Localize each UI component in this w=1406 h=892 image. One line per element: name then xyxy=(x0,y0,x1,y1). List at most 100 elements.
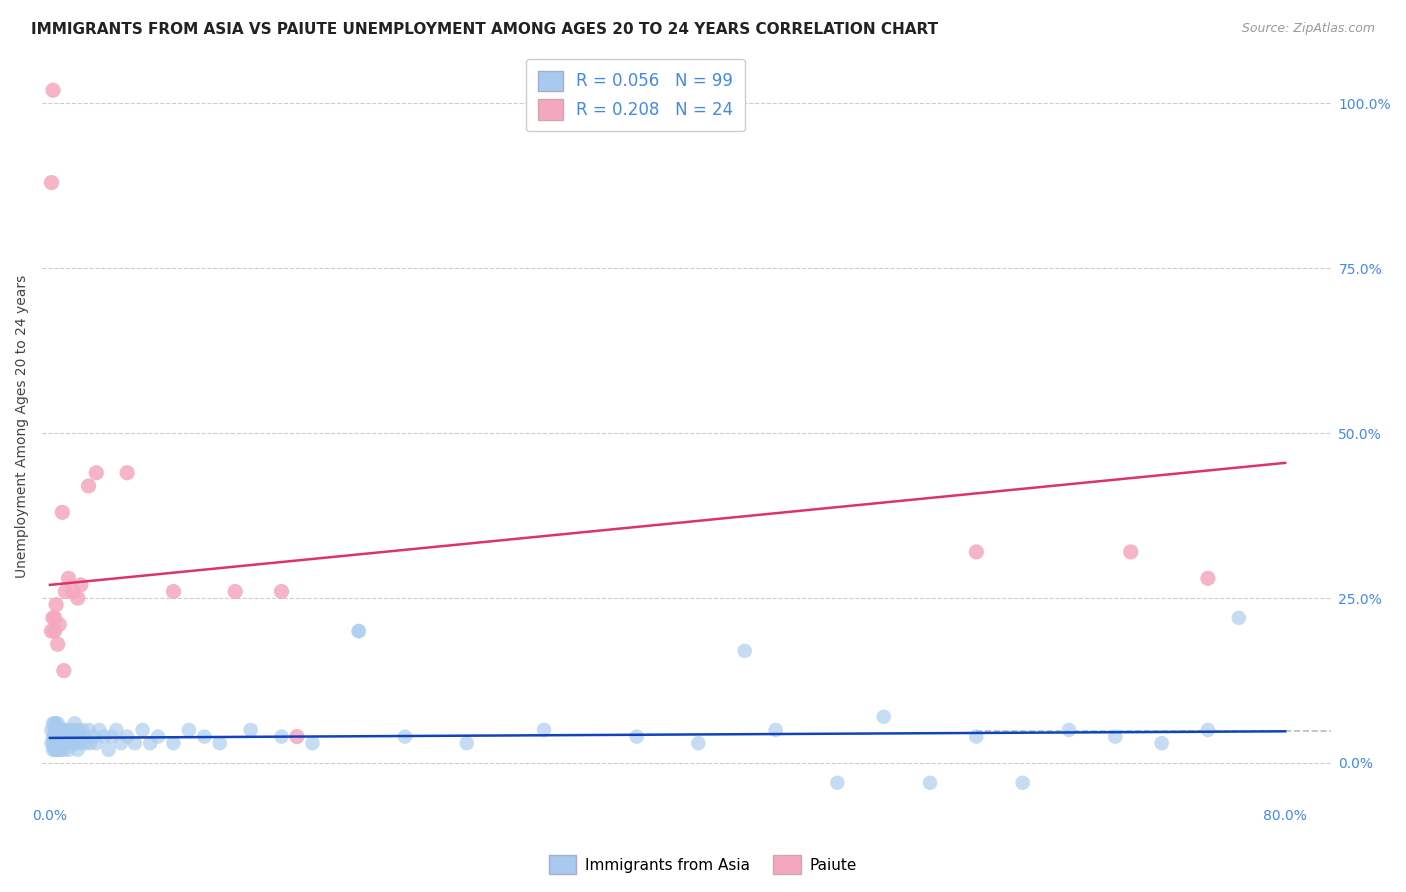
Point xyxy=(42,611,65,625)
Point xyxy=(84,466,107,480)
Point xyxy=(46,736,69,750)
Point xyxy=(41,723,63,737)
Point xyxy=(53,584,76,599)
Point xyxy=(42,743,65,757)
Point xyxy=(115,466,138,480)
Point xyxy=(44,611,66,625)
Point xyxy=(46,730,69,744)
Point xyxy=(93,730,115,744)
Point xyxy=(688,736,710,750)
Point xyxy=(44,730,66,744)
Point xyxy=(48,723,70,737)
Point xyxy=(44,624,66,638)
Point xyxy=(347,624,370,638)
Point xyxy=(1227,611,1250,625)
Point xyxy=(46,716,69,731)
Point xyxy=(965,545,987,559)
Point xyxy=(67,730,90,744)
Text: Source: ZipAtlas.com: Source: ZipAtlas.com xyxy=(1241,22,1375,36)
Point xyxy=(162,584,184,599)
Point xyxy=(1119,545,1142,559)
Point xyxy=(73,730,96,744)
Point xyxy=(48,617,70,632)
Point xyxy=(177,723,200,737)
Point xyxy=(1011,776,1033,790)
Point xyxy=(208,736,231,750)
Y-axis label: Unemployment Among Ages 20 to 24 years: Unemployment Among Ages 20 to 24 years xyxy=(15,275,30,578)
Point xyxy=(765,723,787,737)
Point xyxy=(45,598,67,612)
Point xyxy=(873,710,896,724)
Point xyxy=(62,584,84,599)
Point xyxy=(394,730,416,744)
Point xyxy=(224,584,246,599)
Point xyxy=(66,743,89,757)
Point xyxy=(42,83,65,97)
Point xyxy=(58,571,80,585)
Point xyxy=(1104,730,1126,744)
Point xyxy=(46,736,69,750)
Point xyxy=(270,730,292,744)
Point xyxy=(52,730,75,744)
Point xyxy=(72,723,94,737)
Point xyxy=(965,730,987,744)
Point xyxy=(77,479,100,493)
Point xyxy=(42,736,65,750)
Point xyxy=(734,644,756,658)
Point xyxy=(45,723,67,737)
Point xyxy=(63,716,86,731)
Point xyxy=(301,736,323,750)
Point xyxy=(46,723,69,737)
Point xyxy=(77,723,100,737)
Point xyxy=(49,730,72,744)
Point xyxy=(97,743,120,757)
Point xyxy=(42,716,65,731)
Point xyxy=(626,730,648,744)
Point xyxy=(162,736,184,750)
Point xyxy=(456,736,478,750)
Point xyxy=(51,736,73,750)
Point xyxy=(44,736,66,750)
Point xyxy=(59,730,82,744)
Point xyxy=(146,730,169,744)
Point xyxy=(69,578,91,592)
Point xyxy=(62,730,84,744)
Point xyxy=(827,776,849,790)
Point xyxy=(66,591,89,605)
Point xyxy=(1197,571,1219,585)
Point xyxy=(48,743,70,757)
Point xyxy=(60,723,83,737)
Point xyxy=(45,743,67,757)
Point xyxy=(62,736,84,750)
Point xyxy=(49,723,72,737)
Point xyxy=(52,664,75,678)
Point xyxy=(41,624,63,638)
Point xyxy=(49,743,72,757)
Point xyxy=(44,723,66,737)
Point xyxy=(45,736,67,750)
Point xyxy=(533,723,555,737)
Legend: R = 0.056   N = 99, R = 0.208   N = 24: R = 0.056 N = 99, R = 0.208 N = 24 xyxy=(526,59,745,131)
Point xyxy=(52,743,75,757)
Point xyxy=(51,723,73,737)
Point xyxy=(110,736,132,750)
Point xyxy=(41,736,63,750)
Point xyxy=(124,736,146,750)
Point xyxy=(270,584,292,599)
Point xyxy=(59,736,82,750)
Legend: Immigrants from Asia, Paiute: Immigrants from Asia, Paiute xyxy=(543,849,863,880)
Point xyxy=(79,736,101,750)
Point xyxy=(45,730,67,744)
Point xyxy=(49,736,72,750)
Point xyxy=(1150,736,1173,750)
Point xyxy=(53,723,76,737)
Point xyxy=(58,730,80,744)
Point xyxy=(84,736,107,750)
Point xyxy=(89,723,111,737)
Point xyxy=(1197,723,1219,737)
Point xyxy=(51,505,73,519)
Point xyxy=(53,736,76,750)
Point xyxy=(48,730,70,744)
Point xyxy=(239,723,262,737)
Point xyxy=(1057,723,1080,737)
